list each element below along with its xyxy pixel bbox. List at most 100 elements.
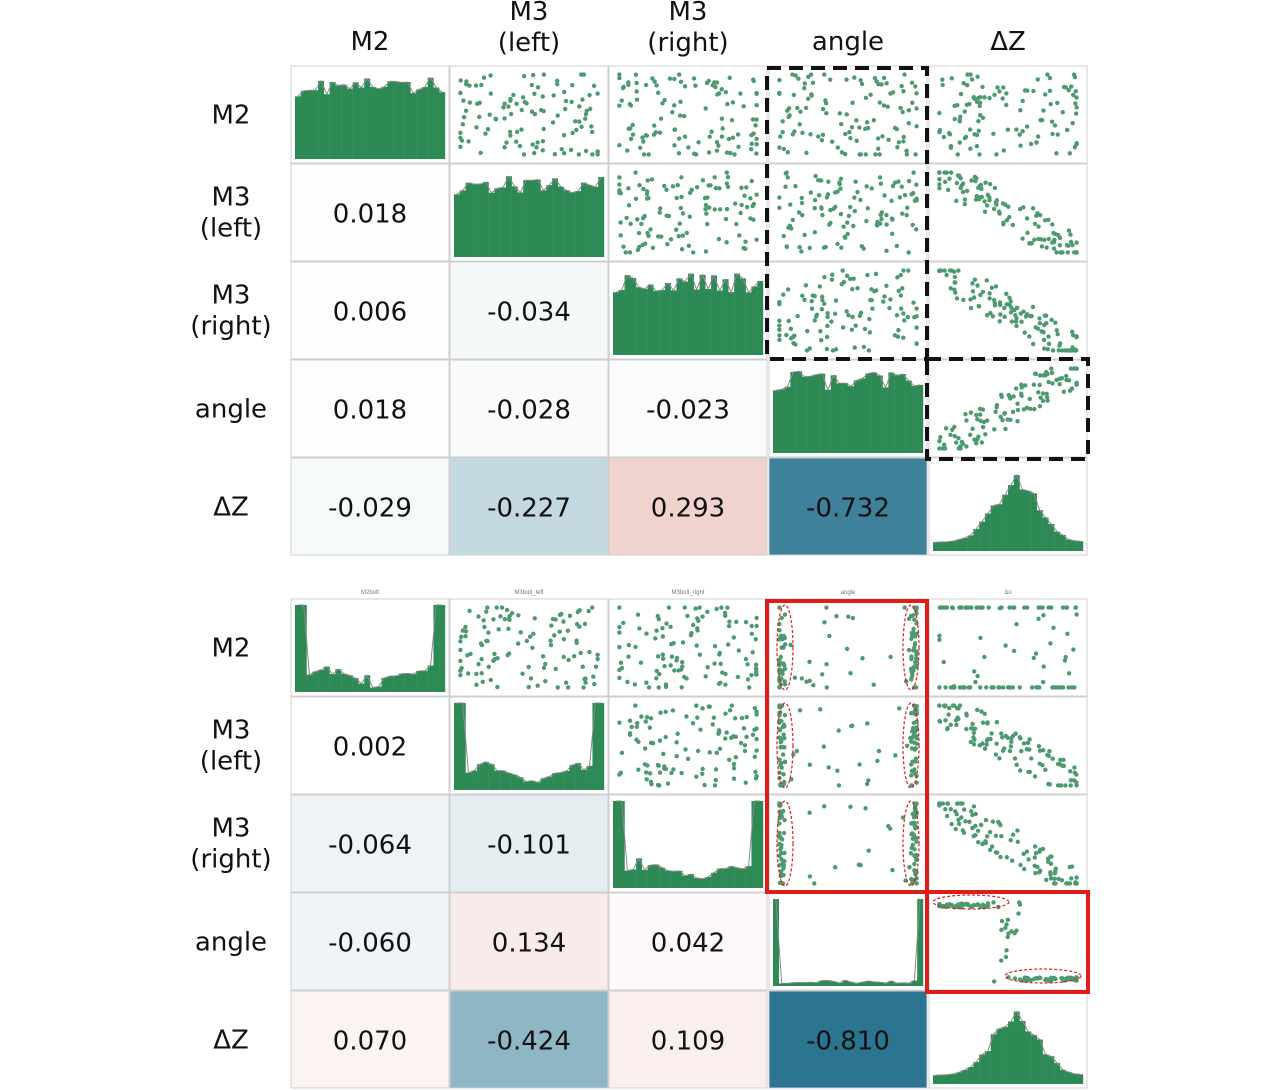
scatter-point — [958, 91, 964, 97]
scatter-point — [1018, 143, 1023, 148]
histogram-bar — [636, 287, 643, 355]
scatter-point — [909, 845, 914, 851]
matrix-cell: -0.424 — [449, 990, 609, 1089]
scatter-point — [877, 100, 883, 105]
scatter-point — [777, 657, 782, 663]
scatter-point — [871, 682, 876, 687]
scatter-point — [741, 104, 746, 109]
scatter-point — [1010, 409, 1016, 415]
scatter-point — [463, 633, 468, 639]
scatter-point — [1046, 978, 1052, 983]
scatter-point — [549, 623, 554, 628]
scatter-point — [628, 136, 634, 142]
scatter-point — [633, 72, 639, 77]
histogram-bar — [699, 274, 706, 355]
scatter-point — [777, 318, 782, 324]
histogram-bar — [563, 770, 570, 790]
scatter-point — [1040, 762, 1045, 768]
scatter-point — [1016, 911, 1021, 916]
scatter-point — [960, 685, 965, 690]
scatter-point — [1008, 299, 1013, 304]
scatter-point — [875, 136, 881, 141]
matrix-cell: 0.042 — [608, 892, 768, 991]
histogram-bar — [575, 763, 582, 790]
scatter-point — [1025, 740, 1031, 745]
histogram-bar — [865, 980, 872, 986]
scatter-point — [993, 850, 999, 855]
scatter-point — [1045, 346, 1050, 352]
scatter-point — [964, 418, 969, 423]
matrix-cell: 0.293 — [608, 457, 768, 556]
scatter-point — [526, 684, 532, 690]
histogram-bar — [961, 1070, 968, 1084]
scatter-point — [943, 807, 948, 812]
scatter-point — [553, 617, 558, 622]
scatter-point — [777, 195, 782, 200]
scatter-point — [1037, 316, 1042, 321]
scatter-point — [913, 746, 918, 751]
density-curve — [775, 370, 921, 392]
scatter-point — [978, 904, 983, 909]
scatter-point — [743, 246, 748, 252]
scatter-point — [1003, 925, 1008, 931]
scatter-point — [728, 150, 733, 156]
scatter-point — [1011, 648, 1017, 654]
correlation-value: 0.018 — [333, 396, 407, 426]
scatter-point — [913, 852, 919, 858]
scatter-point — [803, 105, 809, 111]
scatter-point — [781, 772, 786, 777]
scatter-point — [906, 108, 912, 113]
scatter-point — [784, 244, 790, 249]
scatter-point — [1049, 370, 1055, 375]
scatter-point — [726, 623, 732, 629]
scatter-point — [982, 711, 987, 717]
scatter-point — [1047, 748, 1052, 754]
scatter-point — [901, 134, 906, 140]
matrix-cell — [768, 598, 928, 697]
cluster-ellipse — [902, 800, 920, 887]
scatter-point — [808, 132, 813, 137]
scatter-point — [1048, 876, 1054, 881]
scatter-point — [1065, 243, 1071, 248]
scatter-point — [1074, 95, 1079, 100]
scatter-point — [997, 756, 1002, 761]
scatter-point — [543, 661, 548, 667]
scatter-point — [1045, 72, 1050, 77]
scatter-point — [694, 184, 700, 190]
scatter-point — [837, 111, 843, 116]
matrix-cell: -0.101 — [449, 794, 609, 893]
scatter-point — [964, 444, 969, 449]
histogram-bar — [387, 676, 394, 692]
scatter-point — [1032, 855, 1037, 860]
scatter-point — [937, 438, 942, 444]
scatter-point — [984, 738, 990, 743]
scatter-point — [956, 817, 961, 823]
scatter-point — [1057, 343, 1062, 348]
scatter-point — [778, 783, 783, 788]
scatter-point — [800, 212, 805, 218]
histogram-bar — [433, 605, 440, 692]
scatter-point — [1046, 605, 1051, 610]
scatter-point — [670, 109, 675, 115]
scatter-point — [1066, 685, 1071, 690]
scatter-point — [735, 674, 741, 680]
scatter-point — [502, 116, 507, 121]
scatter-point — [781, 292, 786, 297]
scatter-point — [822, 275, 827, 280]
scatter-point — [524, 101, 529, 106]
matrix-cell — [928, 598, 1088, 697]
scatter-point — [847, 129, 852, 135]
scatter-point — [1019, 393, 1024, 399]
histogram-bar — [546, 185, 553, 257]
scatter-point — [855, 286, 860, 291]
scatter-point — [479, 656, 484, 662]
scatter-point — [937, 176, 942, 182]
scatter-point — [1035, 77, 1040, 82]
scatter-point — [972, 96, 977, 101]
scatter-point — [754, 712, 759, 717]
scatter-point — [962, 135, 968, 141]
scatter-point — [904, 743, 910, 749]
scatter-point — [647, 725, 653, 730]
scatter-point — [1002, 305, 1007, 311]
scatter-point — [581, 685, 586, 690]
